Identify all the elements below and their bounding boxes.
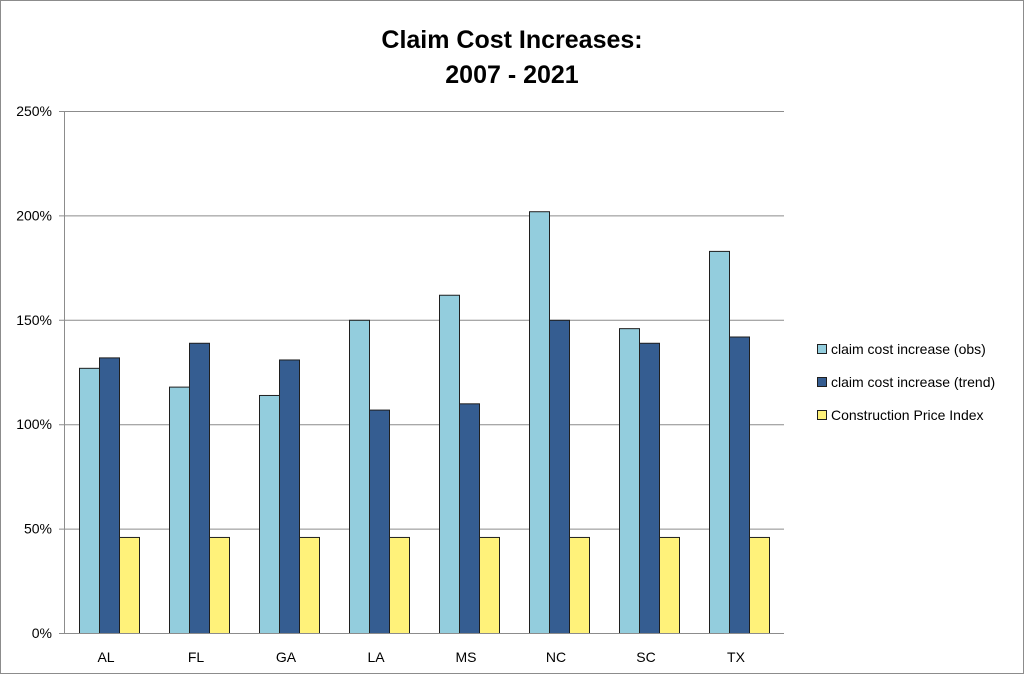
x-tick-label: NC [546,649,566,665]
bar-tx-series-1 [709,250,730,634]
bar-tx-series-2 [729,336,750,634]
bar-sc-series-1 [619,328,640,634]
bar-nc-series-3 [569,536,590,635]
bar-la-series-3 [389,536,410,635]
bar-ga-series-2 [279,359,300,634]
bar-tx-series-3 [749,536,770,635]
legend: claim cost increase (obs) claim cost incr… [817,341,995,423]
bar-fl-series-3 [209,536,230,635]
bar-la-series-2 [369,409,390,635]
y-tick-label: 200% [16,207,52,223]
bar-nc-series-1 [529,211,550,634]
y-tick-label: 100% [16,416,52,432]
bars [79,211,770,635]
bar-la-series-1 [349,319,370,634]
legend-label-1: claim cost increase (obs) [831,341,986,357]
x-tick-label: AL [97,649,114,665]
bar-ms-series-1 [439,294,460,634]
x-tick-label: FL [188,649,205,665]
bar-sc-series-3 [659,536,680,635]
y-axis: 0% 50% 100% 150% 200% 250% [16,103,65,641]
legend-swatch-2 [817,377,827,387]
x-tick-label: LA [367,649,385,665]
bar-al-series-2 [99,357,120,634]
bar-ga-series-1 [259,394,280,634]
legend-swatch-1 [817,344,827,354]
x-tick-label: TX [727,649,746,665]
y-tick-label: 0% [32,625,52,641]
bar-ms-series-2 [459,403,480,634]
y-tick-label: 50% [24,521,52,537]
x-tick-label: GA [276,649,297,665]
bar-al-series-3 [119,536,140,635]
chart-title-line-2: 2007 - 2021 [445,61,579,89]
bar-sc-series-2 [639,342,660,634]
y-tick-label: 150% [16,312,52,328]
x-tick-label: MS [456,649,477,665]
legend-label-2: claim cost increase (trend) [831,374,995,390]
bar-ga-series-3 [299,536,320,635]
chart-title-line-1: Claim Cost Increases: [381,26,642,54]
bar-nc-series-2 [549,319,570,634]
bar-fl-series-1 [169,386,190,634]
bar-al-series-1 [79,367,100,634]
x-tick-label: SC [636,649,655,665]
legend-label-3: Construction Price Index [831,407,984,423]
y-tick-label: 250% [16,103,52,119]
bar-fl-series-2 [189,342,210,634]
x-axis: AL FL GA LA MS NC SC TX [64,633,784,665]
bar-ms-series-3 [479,536,500,635]
legend-swatch-3 [817,410,827,420]
